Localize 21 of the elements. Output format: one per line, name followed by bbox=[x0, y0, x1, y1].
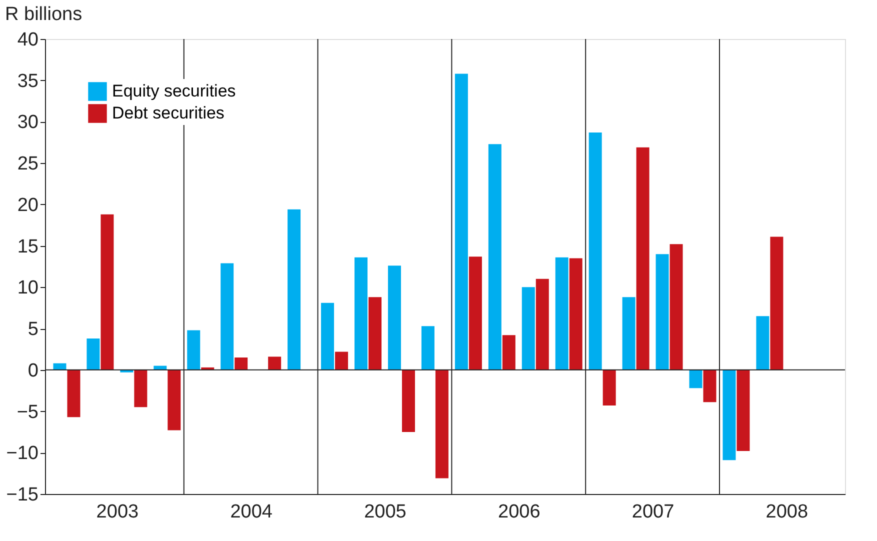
y-axis-title: R billions bbox=[5, 4, 82, 25]
legend-label: Equity securities bbox=[112, 82, 236, 100]
x-tick-label: 2007 bbox=[632, 502, 674, 522]
y-tick-label: −15 bbox=[6, 484, 38, 506]
y-tick-label: 25 bbox=[17, 154, 38, 175]
x-tick-label: 2003 bbox=[96, 502, 139, 522]
y-tick-label: −5 bbox=[16, 402, 38, 423]
y-tick-label: 15 bbox=[17, 236, 38, 258]
y-tick-label: 5 bbox=[28, 319, 38, 340]
y-tick-label: 0 bbox=[28, 360, 38, 382]
y-tick-label: −10 bbox=[6, 443, 38, 464]
y-tick-label: 35 bbox=[17, 70, 38, 92]
y-tick-label: 20 bbox=[17, 194, 38, 216]
y-tick-label: 40 bbox=[17, 30, 38, 50]
x-tick-label: 2004 bbox=[230, 502, 273, 522]
y-tick-label: 30 bbox=[17, 112, 38, 134]
legend-label: Debt securities bbox=[112, 104, 224, 122]
x-tick-label: 2005 bbox=[364, 502, 406, 522]
x-tick-label: 2006 bbox=[498, 502, 540, 522]
x-tick-label: 2008 bbox=[766, 502, 808, 522]
y-tick-label: 10 bbox=[17, 278, 38, 299]
